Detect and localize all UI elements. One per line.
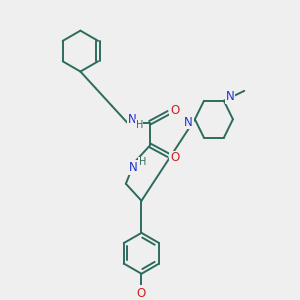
Text: N: N: [226, 90, 235, 103]
Text: N: N: [129, 161, 137, 174]
Text: H: H: [139, 158, 146, 167]
Text: O: O: [170, 104, 179, 117]
Text: H: H: [136, 120, 143, 130]
Text: N: N: [128, 113, 137, 126]
Text: O: O: [136, 287, 146, 300]
Text: O: O: [170, 151, 179, 164]
Text: N: N: [184, 116, 193, 129]
